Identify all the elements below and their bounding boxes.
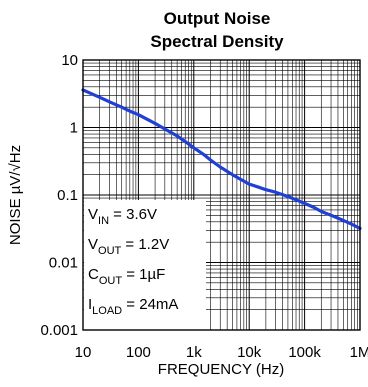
plot-frame [82,59,361,331]
y-axis-label: NOISE µV/√Hz [7,145,24,245]
chart-title-line1: Output Noise [164,9,271,28]
x-tick-label: 1M [350,344,368,361]
y-tick-label: 0.01 [49,255,78,272]
x-tick-label: 100k [288,344,321,361]
noise-series-line [81,88,362,230]
x-tick-label: 10 [75,344,92,361]
x-tick-label: 1k [186,344,202,361]
y-tick-label: 0.001 [40,322,78,339]
condition-line: VIN = 3.6V [88,206,157,227]
x-tick-label: 10k [237,344,262,361]
condition-line: ILOAD = 24mA [88,296,178,317]
x-tick-labels: 10 100 1k 10k 100k 1M [75,344,368,361]
plot-series [81,88,362,230]
y-tick-label: 0.1 [57,187,78,204]
y-tick-label: 1 [70,120,78,137]
condition-line: VOUT = 1.2V [88,236,169,257]
y-tick-labels: 10 1 0.1 0.01 0.001 [40,52,78,339]
x-axis-label: FREQUENCY (Hz) [158,361,284,378]
conditions-box [84,200,206,330]
x-tick-label: 100 [126,344,151,361]
chart-title-line2: Spectral Density [150,32,284,51]
condition-line: COUT = 1µF [88,266,165,287]
conditions-annotation: VIN = 3.6V VOUT = 1.2V COUT = 1µF ILOAD = 2… [88,206,178,317]
y-tick-label: 10 [61,52,78,69]
